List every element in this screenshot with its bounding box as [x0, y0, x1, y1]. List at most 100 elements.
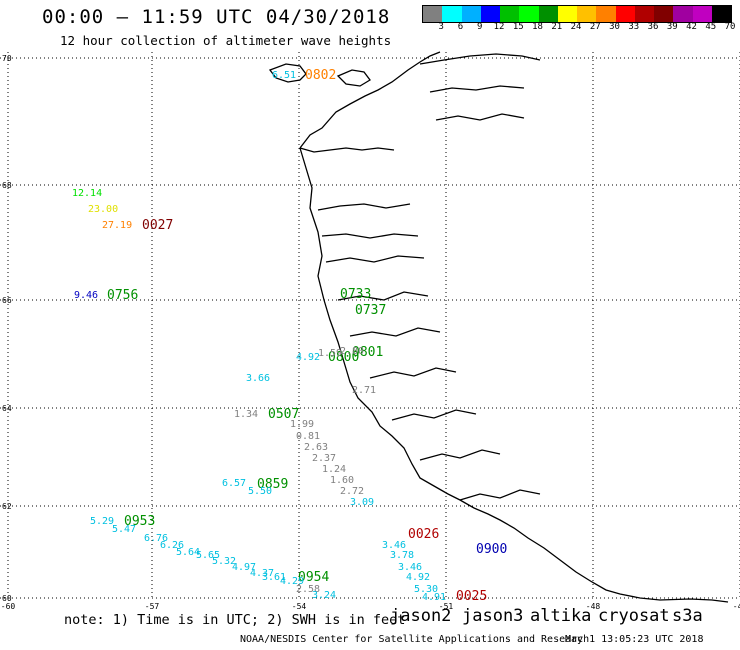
scale-label: 24	[570, 22, 582, 32]
scale-swatch	[596, 6, 616, 22]
pass-time-label: 0800	[328, 350, 359, 365]
wave-height-label: 6.51	[272, 70, 296, 81]
coastline-segment	[419, 449, 501, 461]
scale-swatch	[654, 6, 674, 22]
wave-height-label: 1.60	[330, 475, 354, 486]
wave-height-label: 3.78	[390, 550, 414, 561]
wave-height-label: 9.46	[74, 290, 98, 301]
wave-height-label: 4.97	[232, 562, 256, 573]
scale-label: 15	[512, 22, 524, 32]
wave-height-label: 2.80	[340, 346, 364, 357]
wave-height-label: 23.00	[88, 204, 118, 215]
credit-line: NOAA/NESDIS Center for Satellite Applica…	[240, 634, 590, 645]
wave-height-label: 5.32	[212, 556, 236, 567]
scale-label: 42	[686, 22, 697, 32]
scale-label: 30	[609, 22, 620, 32]
wave-height-label: 5.65	[196, 550, 220, 561]
pass-time-label: 0953	[124, 514, 155, 529]
coastline-segment	[429, 85, 525, 93]
wave-height-label: 2.58	[296, 584, 320, 595]
legend-jason2: jason2	[390, 606, 452, 626]
greenland-coastline	[268, 51, 729, 603]
scale-swatch	[692, 6, 712, 22]
lon-tick-label: -57	[145, 602, 160, 611]
wave-height-label: 2.63	[304, 442, 328, 453]
wave-height-label: 3.46	[382, 540, 406, 551]
map-title: 00:00 – 11:59 UTC 04/30/2018	[42, 6, 391, 28]
pass-time-label: 0025	[456, 589, 487, 604]
coastline-segment	[325, 255, 425, 263]
pass-time-label: 0802	[305, 68, 336, 83]
wave-height-label: 6.57	[222, 478, 246, 489]
scale-label: 18	[532, 22, 543, 32]
wave-height-label: 4.37	[250, 568, 274, 579]
coastline-segment	[459, 489, 541, 501]
scale-swatch	[461, 6, 481, 22]
lon-tick-label: -54	[292, 602, 307, 611]
scale-label: (ft)	[738, 22, 740, 32]
map-subtitle: 12 hour collection of altimeter wave hei…	[60, 33, 392, 48]
axis-tick-labels: 70 68 66 64 62 60-60 -57 -54 -51 -48 -45	[1, 54, 740, 611]
lat-tick-label: 68	[2, 181, 12, 190]
scale-swatch	[577, 6, 597, 22]
wave-height-label: 5.50	[248, 486, 272, 497]
wave-height-label: 5.30	[414, 584, 438, 595]
legend-cryosat: cryosat	[598, 606, 670, 626]
coastline-segment	[435, 113, 525, 121]
scale-swatch	[711, 6, 731, 22]
lon-tick-label: -48	[586, 602, 601, 611]
scale-label: 6	[457, 22, 464, 32]
wave-height-label: 4.92	[406, 572, 430, 583]
coastline-segment	[369, 367, 457, 379]
lat-tick-label: 64	[2, 404, 12, 413]
coastline-segment	[349, 327, 441, 337]
pass-time-label: 0801	[352, 345, 383, 360]
wave-height-label: 4.29	[280, 576, 304, 587]
wave-height-label: 12.14	[72, 188, 102, 199]
wave-height-label: 6.76	[144, 533, 168, 544]
wave-height-label: 0.81	[296, 431, 320, 442]
wave-height-label: 2.37	[312, 453, 336, 464]
legend-s3a: s3a	[672, 606, 703, 626]
wave-height-label: 3.09	[350, 497, 374, 508]
wave-height-label: 2.72	[340, 486, 364, 497]
pass-time-label: 0027	[142, 218, 173, 233]
coastline-segment	[337, 291, 429, 301]
coastline-segment	[336, 69, 371, 87]
pass-time-label: 0737	[355, 303, 386, 318]
lat-tick-label: 62	[2, 502, 12, 511]
scale-swatch	[673, 6, 693, 22]
wave-height-label: 1.24	[322, 464, 346, 475]
scale-swatch	[634, 6, 654, 22]
wave-height-label: 4.91	[422, 592, 446, 603]
scale-label: 45	[705, 22, 717, 32]
wave-height-label: 1.34	[234, 409, 258, 420]
scale-label: 70	[724, 22, 736, 32]
wave-height-label: 2.71	[352, 385, 376, 396]
lat-tick-label: 66	[2, 296, 12, 305]
pass-time-label: 0859	[257, 477, 288, 492]
wave-height-label: 3.61	[262, 572, 286, 583]
generated-timestamp: May 1 13:05:23 UTC 2018	[565, 634, 704, 645]
coastline-segment	[299, 51, 441, 149]
wave-height-label: 5.64	[176, 547, 200, 558]
wave-height-label: 3.66	[246, 373, 270, 384]
scale-swatch	[557, 6, 577, 22]
coastline-segment	[391, 409, 477, 421]
scale-label: 36	[647, 22, 659, 32]
coastline-segment	[299, 147, 395, 153]
wave-height-label: 3.24	[312, 590, 336, 601]
coastline-segment	[419, 53, 541, 65]
pass-time-label: 0900	[476, 542, 507, 557]
scale-swatch	[500, 6, 520, 22]
scale-label: 27	[589, 22, 601, 32]
scale-swatch	[519, 6, 539, 22]
scale-label: 21	[551, 22, 563, 32]
lon-tick-label: -60	[1, 602, 16, 611]
legend-jason3: jason3	[462, 606, 524, 626]
wave-height-label: 27.19	[102, 220, 132, 231]
wave-height-label: 3.46	[398, 562, 422, 573]
